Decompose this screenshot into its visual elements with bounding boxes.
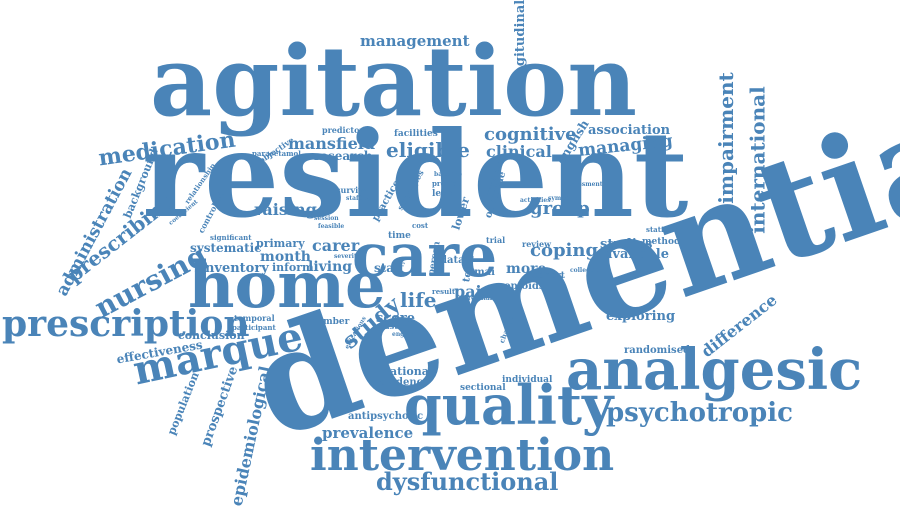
word-cmai: cmai xyxy=(468,267,495,278)
word-cognitive: cognitive xyxy=(484,124,577,145)
word-method: method xyxy=(642,237,681,247)
word-month: month xyxy=(260,249,311,265)
word-raising: raising xyxy=(254,200,317,219)
word-conclusion: conclusion xyxy=(178,329,245,342)
word-coping: coping xyxy=(530,240,599,261)
word-assessment: assessment xyxy=(564,181,603,188)
word-review: review xyxy=(522,239,551,249)
word-antipsychotic: antipsychotic xyxy=(348,411,424,422)
word-psychotropic: psychotropic xyxy=(606,398,793,428)
word-quality: quality xyxy=(404,373,614,437)
word-trial: trial xyxy=(486,235,506,245)
word-survival: survival xyxy=(336,185,372,195)
word-primary: primary xyxy=(256,237,305,250)
word-prescription: prescription xyxy=(2,303,250,345)
word-data: data xyxy=(440,255,465,266)
word-longitudinal: longitudinal xyxy=(513,0,529,90)
word-epidemiological: epidemiological xyxy=(226,364,275,508)
word-national: national xyxy=(382,365,434,378)
word-resident: resident xyxy=(142,105,689,244)
word-predictor: predictor xyxy=(322,125,364,135)
word-temporal: temporal xyxy=(234,313,275,323)
word-england: england xyxy=(392,331,420,338)
word-evidence: evidence xyxy=(380,377,430,388)
word-living: living xyxy=(308,259,353,275)
word-cluster: cluster xyxy=(376,321,408,331)
word-intervention: intervention xyxy=(310,430,615,481)
word-baseline: baseline xyxy=(434,171,463,178)
word-management: management xyxy=(360,32,470,50)
word-session: session xyxy=(314,215,339,222)
word-inventory: inventory xyxy=(200,261,269,276)
word-staffing: staffing xyxy=(346,195,372,202)
word-group: group xyxy=(530,198,590,219)
word-symptom: symptom xyxy=(548,195,579,202)
word-research: research xyxy=(314,149,373,163)
word-feasible: feasible xyxy=(318,223,345,230)
word-staff: staff xyxy=(374,261,404,275)
word-participant: participant xyxy=(232,323,276,332)
word-result: result xyxy=(432,287,456,296)
word-inform: inform xyxy=(272,261,314,274)
word-predict: predict xyxy=(432,179,461,188)
word-dysfunctional: dysfunctional xyxy=(376,467,559,496)
word-sectional: sectional xyxy=(460,383,506,393)
word-systematic: systematic xyxy=(190,241,262,255)
word-activities: activities xyxy=(520,197,551,204)
word-mansfield: mansfield xyxy=(288,134,376,153)
word-statistician: statistician xyxy=(646,225,690,234)
word-score: score xyxy=(376,311,416,326)
word-analgesic: analgesic xyxy=(566,337,863,403)
word-randomised: randomised xyxy=(624,345,691,356)
word-eligible: eligible xyxy=(386,138,470,162)
word-opioids: opioids xyxy=(504,281,545,292)
word-collection: collection xyxy=(570,267,604,274)
word-impairment: impairment xyxy=(713,72,738,204)
word-life: life xyxy=(400,288,437,312)
word-association: association xyxy=(588,123,671,138)
word-available: available xyxy=(604,247,669,262)
word-cost: cost xyxy=(412,221,429,230)
word-facilities: facilities xyxy=(394,129,438,139)
word-regular: regular xyxy=(468,295,493,302)
word-prevalence: prevalence xyxy=(322,424,414,442)
word-studies: studies xyxy=(600,237,653,252)
word-paracetamol: paracetamol xyxy=(252,149,301,158)
word-international: international xyxy=(745,86,770,234)
word-individual: individual xyxy=(502,375,553,385)
word-home: home xyxy=(188,248,386,323)
word-cohort: cohort xyxy=(532,271,565,281)
word-significant: significant xyxy=(210,233,252,242)
word-agitation: agitation xyxy=(150,25,637,138)
word-time: time xyxy=(388,231,411,241)
word-number: number xyxy=(310,317,350,327)
word-carer: carer xyxy=(312,236,360,255)
word-pain: pain xyxy=(454,282,494,301)
word-severity: severity xyxy=(334,253,361,260)
word-care: care xyxy=(352,221,498,291)
word-more: more xyxy=(506,261,547,277)
word-level: level xyxy=(432,189,456,199)
word-clinical: clinical xyxy=(486,142,552,161)
word-exploring: exploring xyxy=(606,309,676,324)
